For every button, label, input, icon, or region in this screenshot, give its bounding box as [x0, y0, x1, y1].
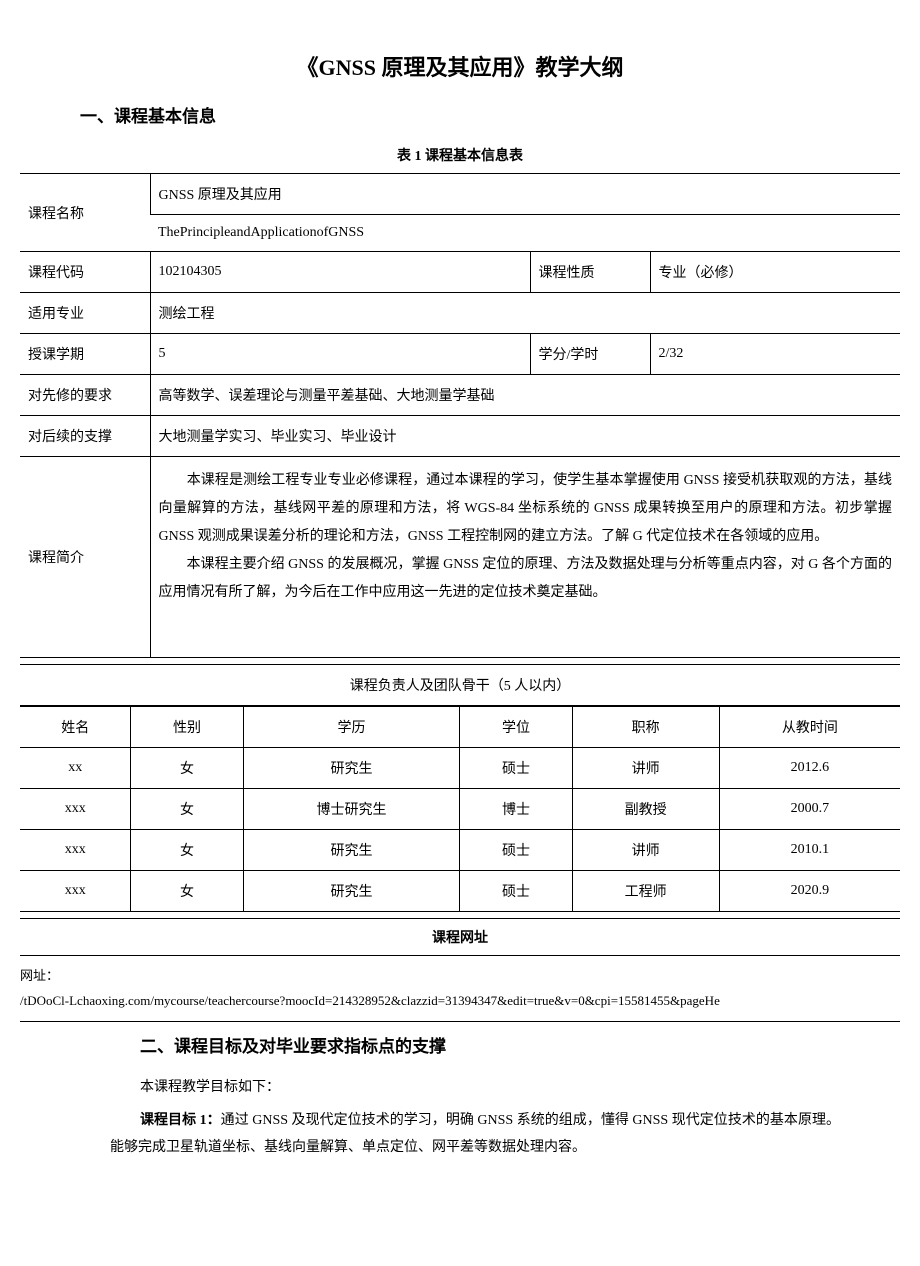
label-course-code: 课程代码 [20, 252, 150, 293]
team-header-row: 姓名 性别 学历 学位 职称 从教时间 [20, 707, 900, 748]
cell: 2012.6 [719, 748, 900, 789]
value-course-name-cn: GNSS 原理及其应用 [150, 174, 900, 215]
col-since: 从教时间 [719, 707, 900, 748]
col-edu: 学历 [243, 707, 460, 748]
row-intro: 课程简介 本课程是测绘工程专业专业必修课程，通过本课程的学习，使学生基本掌握使用… [20, 457, 900, 658]
section2-heading: 二、课程目标及对毕业要求指标点的支撑 [140, 1032, 900, 1057]
cell: 博士 [460, 789, 572, 830]
url-value: /tDOoCl-Lchaoxing.com/mycourse/teacherco… [20, 989, 900, 1014]
cell: 研究生 [243, 830, 460, 871]
value-major: 测绘工程 [150, 293, 900, 334]
cell: xx [20, 748, 131, 789]
label-course-name: 课程名称 [20, 174, 150, 252]
team-row: xx 女 研究生 硕士 讲师 2012.6 [20, 748, 900, 789]
label-major: 适用专业 [20, 293, 150, 334]
col-name: 姓名 [20, 707, 131, 748]
label-course-type: 课程性质 [530, 252, 650, 293]
cell: 2010.1 [719, 830, 900, 871]
cell: 女 [131, 871, 243, 912]
intro-para1: 本课程是测绘工程专业专业必修课程，通过本课程的学习，使学生基本掌握使用 GNSS… [159, 467, 893, 551]
value-course-type: 专业（必修） [650, 252, 900, 293]
table1-caption: 表 1 课程基本信息表 [20, 145, 900, 165]
row-semester: 授课学期 5 学分/学时 2/32 [20, 334, 900, 375]
goal1: 课程目标 1：通过 GNSS 及现代定位技术的学习，明确 GNSS 系统的组成，… [110, 1108, 840, 1161]
cell: 硕士 [460, 748, 572, 789]
cell: xxx [20, 789, 131, 830]
cell: 2020.9 [719, 871, 900, 912]
cell: 讲师 [572, 830, 719, 871]
col-degree: 学位 [460, 707, 572, 748]
cell: 工程师 [572, 871, 719, 912]
cell: 女 [131, 789, 243, 830]
value-course-name-en: ThePrincipleandApplicationofGNSS [150, 215, 900, 252]
section2-intro-line: 本课程教学目标如下： [140, 1075, 840, 1102]
col-gender: 性别 [131, 707, 243, 748]
value-follow: 大地测量学实习、毕业实习、毕业设计 [150, 416, 900, 457]
value-semester: 5 [150, 334, 530, 375]
row-course-name-cn: 课程名称 GNSS 原理及其应用 [20, 174, 900, 215]
row-course-code: 课程代码 102104305 课程性质 专业（必修） [20, 252, 900, 293]
cell: 博士研究生 [243, 789, 460, 830]
page-title: 《GNSS 原理及其应用》教学大纲 [20, 50, 900, 82]
team-row: xxx 女 博士研究生 博士 副教授 2000.7 [20, 789, 900, 830]
label-semester: 授课学期 [20, 334, 150, 375]
cell: 2000.7 [719, 789, 900, 830]
cell: 女 [131, 830, 243, 871]
course-info-table: 课程名称 GNSS 原理及其应用 ThePrincipleandApplicat… [20, 173, 900, 658]
team-header: 课程负责人及团队骨干（5 人以内） [20, 664, 900, 706]
row-course-name-en: ThePrincipleandApplicationofGNSS [20, 215, 900, 252]
value-course-code: 102104305 [150, 252, 530, 293]
label-intro: 课程简介 [20, 457, 150, 658]
cell: 研究生 [243, 871, 460, 912]
intro-para2: 本课程主要介绍 GNSS 的发展概况，掌握 GNSS 定位的原理、方法及数据处理… [159, 551, 893, 607]
row-follow: 对后续的支撑 大地测量学实习、毕业实习、毕业设计 [20, 416, 900, 457]
cell: 女 [131, 748, 243, 789]
url-header: 课程网址 [20, 918, 900, 956]
team-row: xxx 女 研究生 硕士 讲师 2010.1 [20, 830, 900, 871]
goal1-label: 课程目标 1： [140, 1113, 221, 1128]
cell: 研究生 [243, 748, 460, 789]
row-prereq: 对先修的要求 高等数学、误差理论与测量平差基础、大地测量学基础 [20, 375, 900, 416]
row-major: 适用专业 测绘工程 [20, 293, 900, 334]
cell: 副教授 [572, 789, 719, 830]
value-credit: 2/32 [650, 334, 900, 375]
col-title: 职称 [572, 707, 719, 748]
url-label: 网址： [20, 964, 900, 989]
section1-heading: 一、课程基本信息 [80, 102, 900, 127]
cell: xxx [20, 830, 131, 871]
value-prereq: 高等数学、误差理论与测量平差基础、大地测量学基础 [150, 375, 900, 416]
value-intro: 本课程是测绘工程专业专业必修课程，通过本课程的学习，使学生基本掌握使用 GNSS… [150, 457, 900, 658]
cell: 讲师 [572, 748, 719, 789]
label-follow: 对后续的支撑 [20, 416, 150, 457]
label-credit: 学分/学时 [530, 334, 650, 375]
cell: 硕士 [460, 871, 572, 912]
team-table: 姓名 性别 学历 学位 职称 从教时间 xx 女 研究生 硕士 讲师 2012.… [20, 706, 900, 912]
label-prereq: 对先修的要求 [20, 375, 150, 416]
url-block: 网址： /tDOoCl-Lchaoxing.com/mycourse/teach… [20, 956, 900, 1022]
cell: 硕士 [460, 830, 572, 871]
team-row: xxx 女 研究生 硕士 工程师 2020.9 [20, 871, 900, 912]
cell: xxx [20, 871, 131, 912]
